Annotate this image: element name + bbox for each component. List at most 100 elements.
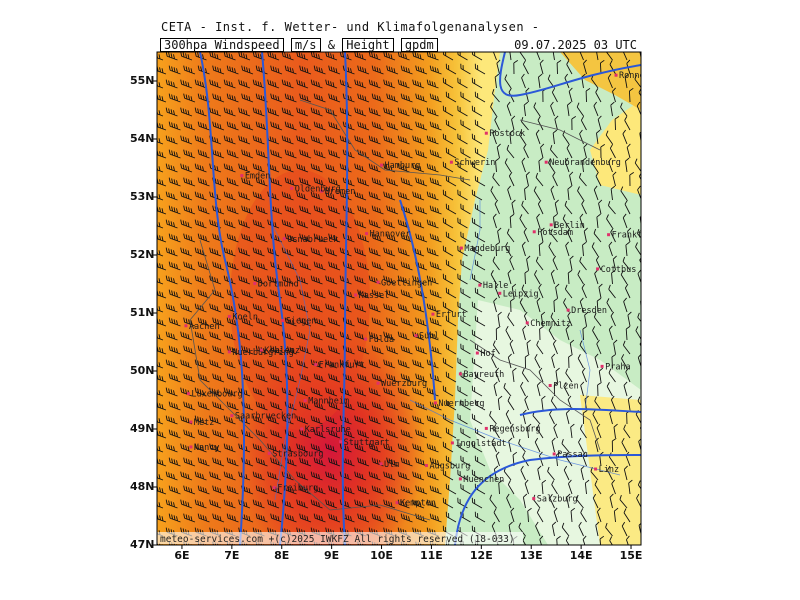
wind-barb	[426, 52, 439, 61]
city-label: Siegen	[286, 317, 317, 327]
wind-barb	[357, 345, 370, 355]
wind-barb	[415, 317, 428, 327]
copyright-text: meteo-services.com +(c)2025 IWKFZ All ri…	[160, 534, 515, 545]
wind-barb	[386, 65, 399, 75]
wind-barb	[328, 401, 341, 411]
wind-barb	[328, 177, 341, 187]
wind-barb	[429, 457, 442, 467]
wind-barb	[644, 144, 648, 158]
city-marker: Luxembourg	[186, 390, 243, 400]
wind-barb	[255, 93, 268, 103]
wind-barb	[471, 189, 483, 201]
wind-barb	[534, 353, 541, 369]
wind-barb	[168, 261, 181, 271]
wind-barb	[299, 205, 312, 215]
wind-barb	[209, 359, 222, 369]
city-label: Regensburg	[489, 424, 540, 434]
wind-barb	[386, 261, 399, 271]
wind-barb	[252, 443, 265, 453]
wind-barb	[252, 247, 265, 257]
wind-barb	[299, 149, 312, 159]
wind-barb	[457, 469, 468, 481]
wind-barb	[609, 60, 616, 75]
wind-barb	[509, 129, 514, 145]
wind-barb	[397, 191, 410, 201]
wind-barb	[610, 185, 616, 201]
city-label: Salzburg	[537, 495, 578, 505]
wind-barb	[415, 373, 428, 383]
city-marker: Hof	[475, 349, 496, 359]
wind-barb	[313, 65, 326, 75]
wind-barb	[339, 52, 352, 61]
wind-barb	[591, 158, 599, 173]
wind-barb	[612, 171, 617, 187]
wind-barb	[442, 385, 454, 397]
wind-barb	[241, 149, 254, 159]
wind-barb	[513, 60, 519, 75]
wind-barb	[180, 52, 193, 61]
city-marker: Mannheim	[303, 397, 349, 407]
wind-barb	[165, 135, 178, 145]
wind-barb	[368, 443, 381, 453]
wind-barb	[509, 213, 515, 229]
wind-barb	[267, 359, 280, 369]
wind-barb	[594, 480, 602, 495]
wind-barb	[299, 513, 312, 523]
wind-barb	[535, 129, 541, 145]
city-marker: Magdeburg	[459, 244, 510, 254]
wind-barb	[471, 441, 483, 453]
wind-barb	[296, 219, 309, 229]
wind-barb	[569, 255, 574, 271]
wind-barb	[194, 471, 207, 481]
wind-barb	[415, 345, 428, 355]
wind-barb	[157, 373, 167, 383]
wind-barb	[581, 199, 587, 215]
wind-barb	[536, 424, 544, 439]
wind-barb	[197, 149, 210, 159]
wind-barb	[212, 233, 225, 243]
city-marker: Halle	[478, 281, 508, 291]
city-label: Kempten	[400, 499, 436, 509]
wind-barb	[368, 471, 381, 481]
wind-barb	[426, 415, 439, 425]
lat-tick-label: 53N	[130, 190, 155, 203]
wind-barb	[581, 283, 587, 299]
city-marker: Siegen	[281, 317, 316, 327]
wind-barb	[474, 259, 486, 271]
wind-barb	[582, 325, 588, 341]
city-label: Goettingen	[381, 278, 432, 288]
city-label: Hannover	[370, 230, 411, 240]
city-marker: Ingolstadt	[450, 439, 507, 449]
wind-barb	[598, 367, 604, 383]
wind-barb	[577, 270, 584, 285]
wind-barb	[442, 133, 454, 145]
wind-barb	[534, 270, 541, 285]
wind-barb	[270, 429, 283, 439]
wind-barb	[400, 93, 413, 103]
wind-barb	[371, 149, 384, 159]
wind-barb	[445, 119, 457, 131]
wind-barb	[536, 340, 544, 355]
wind-barb	[397, 471, 410, 481]
wind-barb	[412, 499, 425, 509]
city-layer: Rostock Schwerin Neubrandenburg Hamburg Brem…	[184, 71, 641, 509]
wind-barb	[252, 303, 265, 313]
wind-barb	[310, 107, 323, 117]
wind-barb	[609, 493, 614, 509]
city-label: Cottbus	[601, 265, 637, 275]
wind-barb	[157, 275, 164, 285]
wind-barb	[445, 315, 457, 327]
lon-tick-label: 12E	[469, 549, 493, 562]
wind-barb	[442, 105, 454, 117]
wind-barb	[521, 284, 529, 299]
wind-barb	[412, 415, 425, 425]
wind-barb	[507, 480, 515, 495]
wind-barb	[180, 219, 193, 229]
wind-barb	[493, 297, 498, 313]
wind-barb	[255, 177, 268, 187]
wind-barb	[212, 149, 225, 159]
wind-barb	[226, 177, 239, 187]
wind-barb	[595, 171, 602, 187]
wind-barb	[255, 317, 268, 327]
wind-barb	[252, 359, 265, 369]
